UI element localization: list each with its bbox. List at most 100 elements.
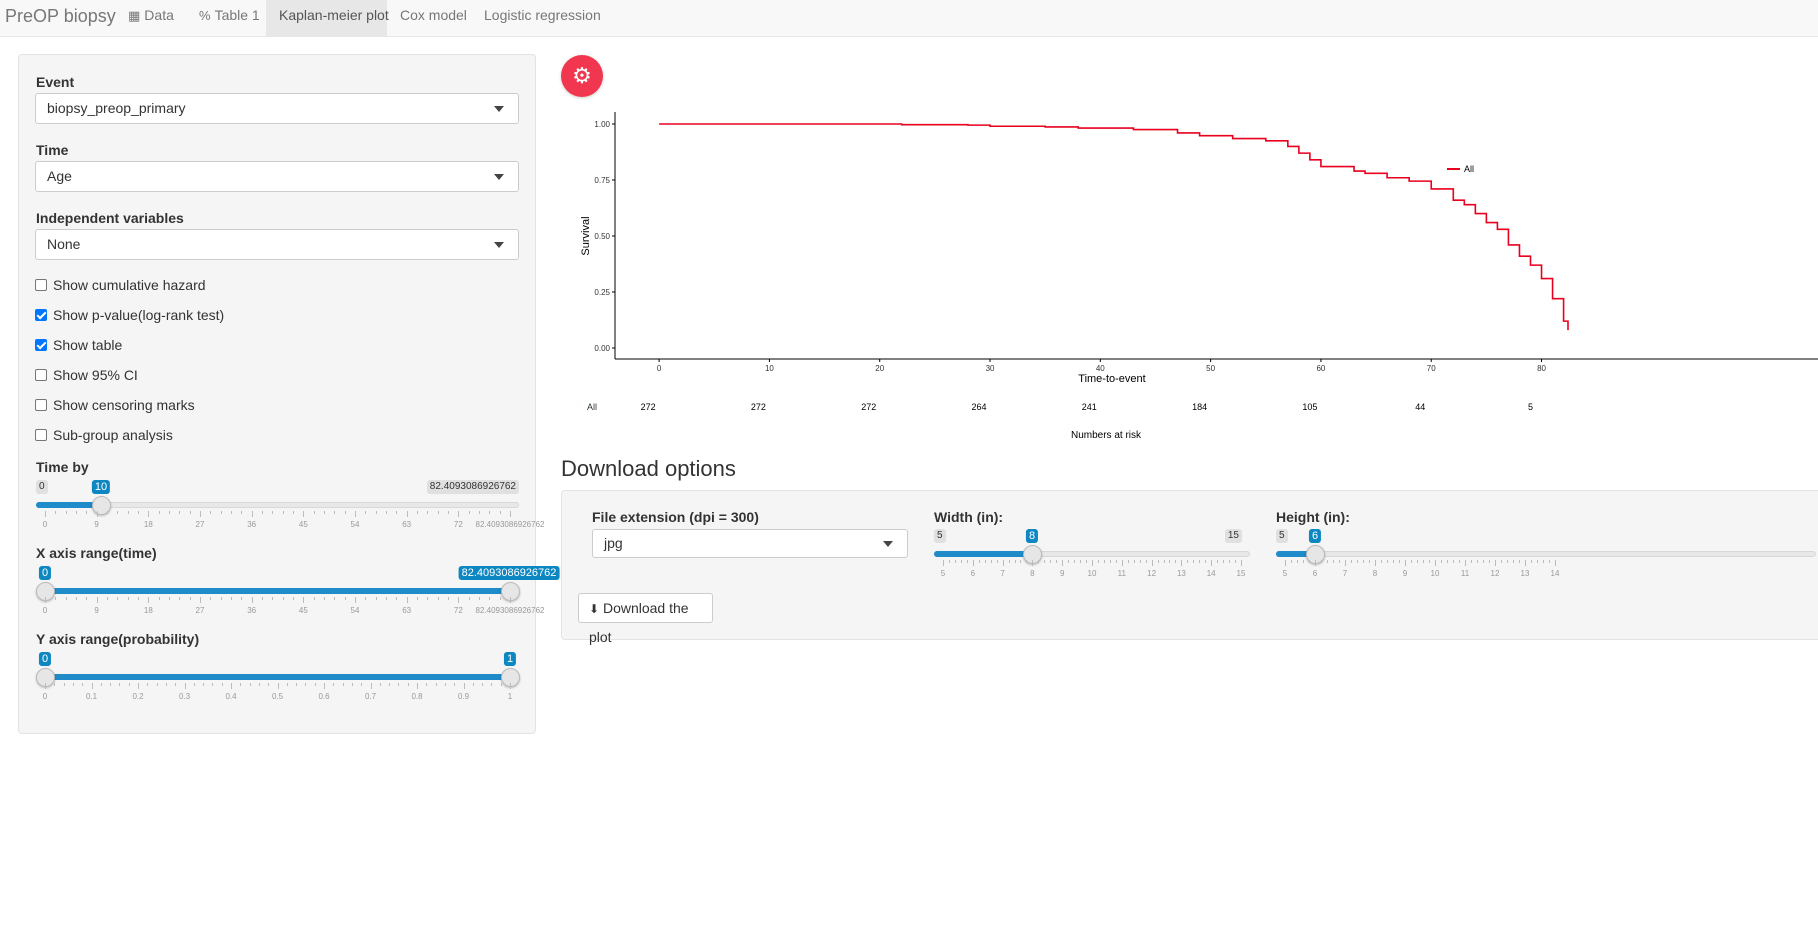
time-by-slider[interactable]: 0 82.4093086926762 10 0 9 18 27 36 45 54 63 72 82…: [36, 480, 544, 540]
x-tick-label: 30: [986, 364, 995, 373]
file-extension-select[interactable]: jpg: [592, 529, 908, 558]
event-select[interactable]: biopsy_preop_primary: [35, 93, 519, 124]
risk-row-label: All: [587, 402, 597, 412]
height-slider[interactable]: 5 6 5 6 7 8 9 10 11 12 13 14: [1276, 529, 1816, 589]
slider-minor-tick: [375, 511, 377, 514]
slider-minor-tick: [448, 597, 449, 600]
slider-minor-tick: [990, 560, 992, 563]
slider-max: 82.4093086926762: [426, 480, 519, 494]
tab-cox-model[interactable]: Cox model: [400, 7, 467, 23]
slider-handle[interactable]: [92, 496, 111, 515]
slider-minor-tick: [1399, 560, 1400, 563]
slider-tick: [324, 683, 325, 689]
slider-tick-label: 45: [298, 520, 308, 529]
checkbox-box[interactable]: [35, 429, 47, 441]
slider-minor-tick: [1327, 560, 1328, 563]
slider-minor-tick: [313, 511, 315, 514]
slider-minor-tick: [1513, 560, 1514, 563]
slider-tick-label: 0: [42, 606, 48, 615]
checkbox-box[interactable]: [35, 369, 47, 381]
slider-minor-tick: [1489, 560, 1490, 563]
x-range-slider[interactable]: 0 82.4093086926762 0 9 18 27 36 45 54 63 72 82.40…: [36, 566, 560, 626]
slider-tick: [458, 511, 460, 517]
plot-settings-button[interactable]: ⚙: [561, 55, 603, 97]
slider-tick-label: 14: [1550, 569, 1560, 578]
slider-minor-tick: [1549, 560, 1550, 563]
slider-minor-tick: [1235, 560, 1237, 563]
slider-minor-tick: [468, 597, 470, 600]
slider-minor-tick: [127, 511, 129, 514]
slider-minor-tick: [210, 597, 212, 600]
slider-tick-label: 18: [143, 606, 153, 615]
risk-count: 5: [1528, 402, 1533, 412]
slider-tick: [200, 511, 201, 517]
tab-table1[interactable]: % Table 1: [186, 0, 273, 36]
slider-minor-tick: [110, 683, 112, 686]
checkbox-box[interactable]: [35, 399, 47, 411]
slider-minor-tick: [1109, 560, 1111, 563]
slider-tick-label: 8: [1372, 569, 1378, 578]
slider-minor-tick: [147, 683, 149, 686]
width-label: Width (in):: [934, 509, 1004, 525]
checkbox-box[interactable]: [35, 279, 47, 291]
tab-kaplan-meier[interactable]: Kaplan-meier plot: [266, 0, 389, 36]
slider-tick: [943, 560, 944, 566]
slider-minor-tick: [117, 511, 119, 514]
slider-minor-tick: [1133, 560, 1135, 563]
slider-minor-tick: [314, 683, 316, 686]
risk-count: 272: [641, 402, 656, 412]
download-plot-button[interactable]: ⬇ Download the plot: [578, 593, 713, 645]
slider-minor-tick: [241, 597, 243, 600]
slider-tick: [406, 597, 408, 603]
independent-variables-select[interactable]: None: [35, 229, 519, 260]
slider-tick: [138, 683, 139, 689]
slider-minor-tick: [241, 511, 243, 514]
slider-tick: [251, 597, 253, 603]
slider-minor-tick: [282, 511, 284, 514]
slider-tick: [1285, 560, 1286, 566]
slider-minor-tick: [189, 597, 191, 600]
y-tick-label: 0.25: [594, 288, 610, 297]
slider-minor-tick: [1429, 560, 1430, 563]
slider-minor-tick: [948, 560, 950, 563]
width-slider[interactable]: 5 15 8 5 6 7 8 9 10 11 12 13 14 15: [934, 529, 1250, 589]
slider-tick-label: 82.4093086926762: [475, 520, 545, 529]
slider-minor-tick: [479, 597, 480, 600]
slider-tick-label: 7: [1342, 569, 1348, 578]
slider-to-value: 82.4093086926762: [458, 566, 560, 580]
gear-icon: ⚙: [572, 63, 592, 88]
time-select[interactable]: Age: [35, 161, 519, 192]
slider-minor-tick: [499, 511, 501, 514]
tab-data[interactable]: ▦ Data: [115, 0, 187, 36]
slider-minor-tick: [417, 597, 418, 600]
y-tick-label: 0.50: [594, 232, 610, 241]
slider-track[interactable]: [1276, 551, 1816, 557]
slider-tick: [370, 683, 372, 689]
slider-minor-tick: [479, 511, 480, 514]
slider-tick-label: 72: [453, 606, 463, 615]
checkbox-box[interactable]: [35, 309, 47, 321]
slider-min: 5: [1276, 529, 1288, 543]
slider-tick: [355, 597, 356, 603]
slider-min: 5: [934, 529, 946, 543]
slider-minor-tick: [158, 511, 160, 514]
download-options-title: Download options: [561, 456, 736, 481]
slider-minor-tick: [138, 511, 139, 514]
slider-minor-tick: [1026, 560, 1028, 563]
slider-minor-tick: [158, 597, 160, 600]
slider-minor-tick: [407, 683, 409, 686]
x-tick-label: 80: [1537, 364, 1546, 373]
slider-tick-label: 63: [402, 520, 412, 529]
slider-minor-tick: [296, 683, 298, 686]
legend-label: All: [1464, 164, 1474, 174]
slider-tick-label: 7: [1000, 569, 1005, 578]
slider-minor-tick: [351, 683, 353, 686]
app-brand[interactable]: PreOP biopsy: [5, 6, 116, 26]
slider-minor-tick: [82, 683, 84, 686]
tab-logistic-regression[interactable]: Logistic regression: [484, 7, 601, 23]
y-range-slider[interactable]: 0 1 0 0.1 0.2 0.3 0.4 0.5 0.6 0.7 0.8 0.9 1: [36, 652, 520, 712]
file-extension-label: File extension (dpi = 300): [592, 509, 759, 525]
navbar: PreOP biopsy ▦ Data % Table 1 Kaplan-meier…: [0, 0, 1818, 37]
slider-minor-tick: [386, 597, 387, 600]
checkbox-box[interactable]: [35, 339, 47, 351]
